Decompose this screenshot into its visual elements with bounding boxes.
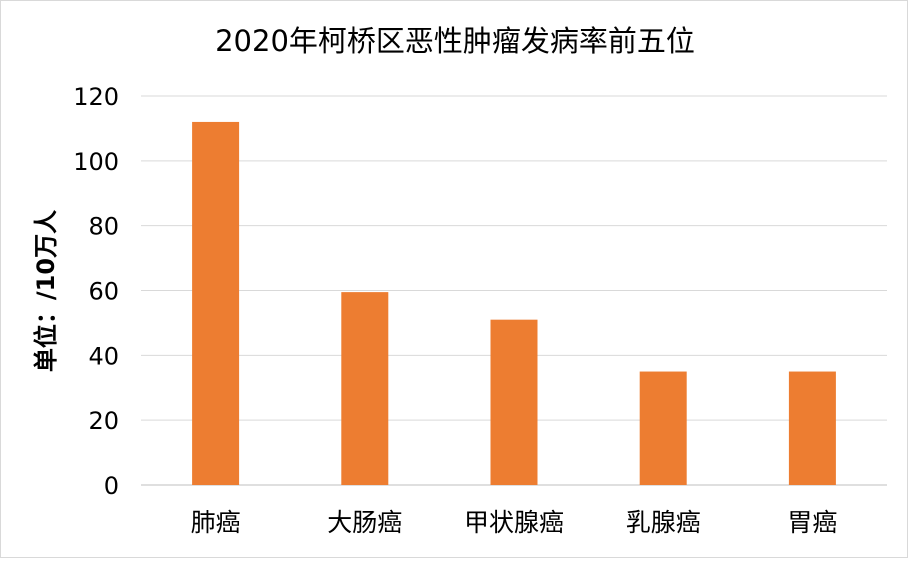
bar — [788, 371, 836, 485]
y-tick-label: 60 — [88, 278, 119, 306]
y-tick-label: 40 — [88, 342, 119, 370]
y-tick-label: 20 — [88, 407, 119, 435]
y-axis-ticks: 0 20 40 60 80 100 120 — [73, 83, 119, 500]
y-tick-label: 120 — [73, 83, 119, 111]
x-tick-label: 大肠癌 — [327, 508, 402, 537]
x-tick-label: 甲状腺癌 — [464, 508, 564, 537]
x-tick-label: 乳腺癌 — [626, 508, 701, 537]
bar — [192, 121, 240, 485]
bar — [341, 292, 389, 485]
y-tick-label: 0 — [104, 472, 119, 500]
chart-title: 2020年柯桥区恶性肿瘤发病率前五位 — [215, 24, 695, 58]
x-tick-label: 肺癌 — [191, 508, 241, 537]
x-tick-label: 胃癌 — [787, 508, 837, 537]
bars — [192, 121, 836, 485]
y-tick-label: 100 — [73, 148, 119, 176]
bar — [490, 319, 538, 485]
y-tick-label: 80 — [88, 213, 119, 241]
x-axis-ticks: 肺癌 大肠癌 甲状腺癌 乳腺癌 胃癌 — [191, 508, 838, 537]
y-axis-label: 单位：/10万人 — [32, 210, 60, 372]
bar — [639, 371, 687, 485]
